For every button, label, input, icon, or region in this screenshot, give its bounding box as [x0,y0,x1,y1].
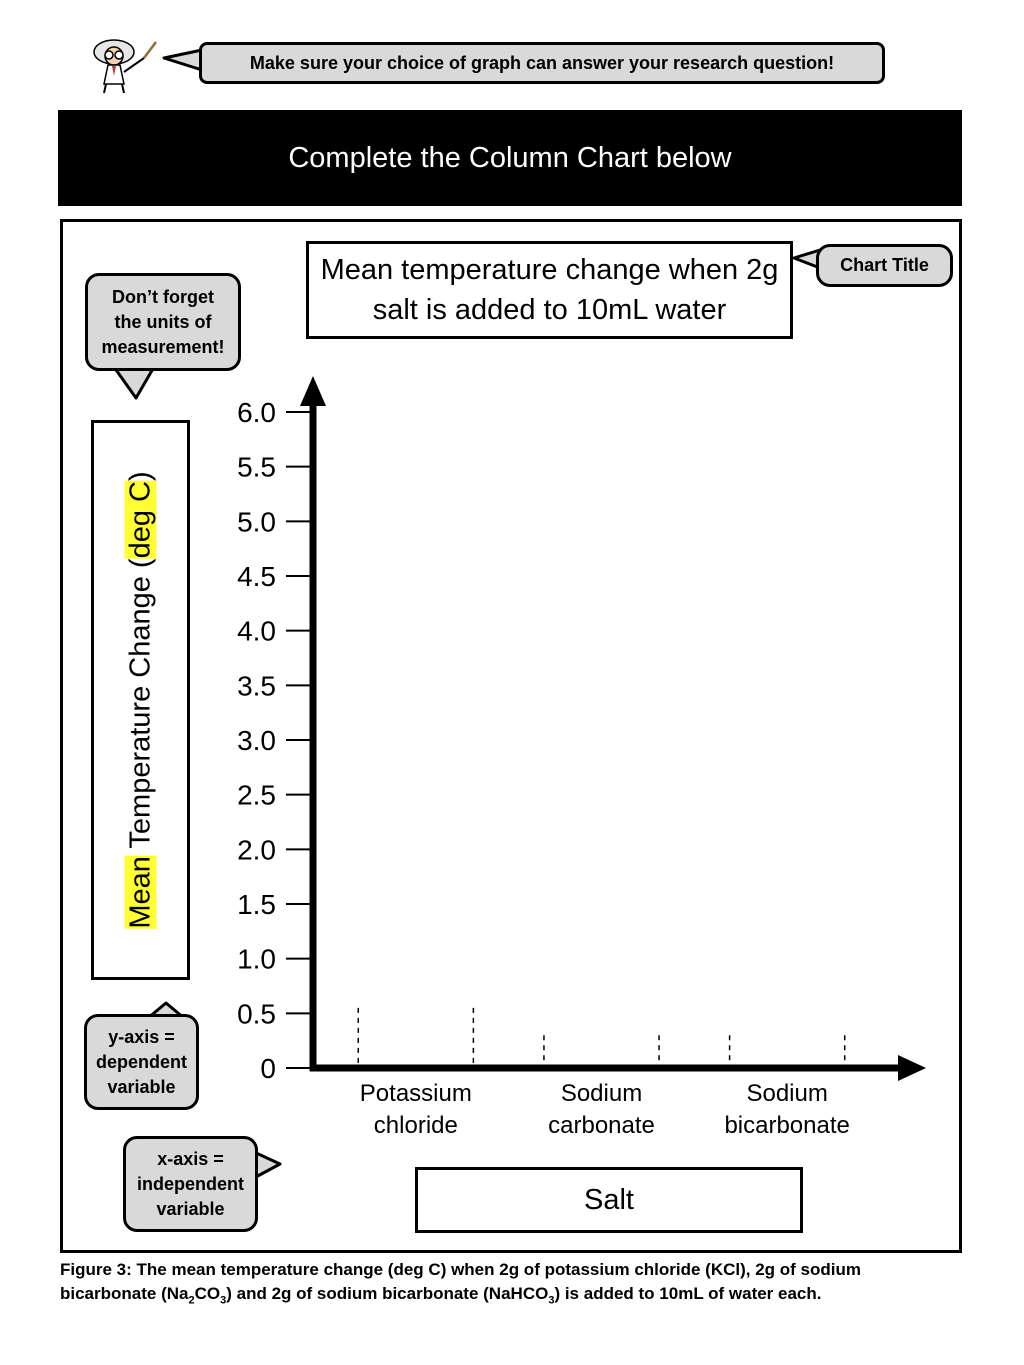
y-tick-label: 1.0 [237,944,276,975]
y-axis-label-box: Mean Temperature Change (deg C) [91,420,190,980]
y-tick-label: 0.5 [237,998,276,1029]
chart-title-callout-tail [792,248,821,270]
y-axis-callout: y-axis = dependent variable [84,1014,199,1110]
y-tick-label: 2.0 [237,834,276,865]
x-axis-callout-line: variable [156,1198,225,1219]
header-bar: Complete the Column Chart below [58,110,962,206]
caption-text: ) and 2g of sodium bicarbonate (NaHCO [226,1284,549,1303]
speech-tail-icon [162,48,203,72]
y-axis-callout-line: dependent [95,1051,187,1072]
chart-title-callout-text: Chart Title [840,255,929,275]
chart-title-box: Mean temperature change when 2g salt is … [306,241,793,339]
units-callout-line: Don’t forget [112,286,214,307]
caption-text: ) is added to 10mL of water each. [554,1284,822,1303]
x-axis-label: Salt [584,1183,634,1216]
y-tick-label: 3.0 [237,725,276,756]
x-axis-arrow-icon [898,1055,926,1081]
category-label: chloride [374,1112,458,1139]
y-tick-label: 5.0 [237,506,276,537]
x-axis-callout-tail [253,1150,282,1180]
category-label: carbonate [548,1112,655,1139]
y-tick-label: 1.5 [237,889,276,920]
units-callout-line: measurement! [101,336,225,357]
units-callout-line: the units of [114,311,212,332]
units-callout-tail [112,366,156,400]
x-axis-callout-line: independent [137,1173,244,1194]
caption-subscript: 3 [220,1294,227,1307]
professor-icon [93,39,157,94]
caption-text: Figure 3: The mean temperature change (d… [60,1260,861,1303]
category-label: Sodium [746,1080,827,1107]
figure-caption: Figure 3: The mean temperature change (d… [60,1258,960,1312]
caption-subscript: 3 [548,1294,555,1307]
caption-text: CO [194,1284,221,1303]
x-axis-callout-line: x-axis = [157,1148,224,1169]
category-label: bicarbonate [724,1112,849,1139]
category-label: Potassium [360,1080,472,1107]
y-tick-label: 4.0 [237,616,276,647]
x-axis-callout: x-axis = independent variable [123,1136,258,1232]
y-tick-label: 5.5 [237,452,276,483]
tip-text: Make sure your choice of graph can answe… [249,52,835,73]
y-axis-callout-line: y-axis = [108,1026,175,1047]
chart-frame [60,219,962,1253]
x-axis-label-box: Salt [415,1167,803,1233]
tip-bubble: Make sure your choice of graph can answe… [199,42,885,84]
y-axis-callout-line: variable [107,1076,176,1097]
y-tick-label: 0 [260,1053,276,1084]
header-title: Complete the Column Chart below [288,141,732,174]
y-tick-label: 3.5 [237,670,276,701]
caption-subscript: 2 [188,1294,195,1307]
y-tick-label: 6.0 [237,397,276,428]
y-tick-label: 2.5 [237,780,276,811]
y-tick-label: 4.5 [237,561,276,592]
category-label: Sodium [561,1080,642,1107]
units-callout: Don’t forget the units of measurement! [85,273,241,371]
chart-title-callout: Chart Title [816,244,953,287]
y-axis-arrow-icon [300,376,326,406]
chart-title: Mean temperature change when 2g salt is … [320,254,779,326]
